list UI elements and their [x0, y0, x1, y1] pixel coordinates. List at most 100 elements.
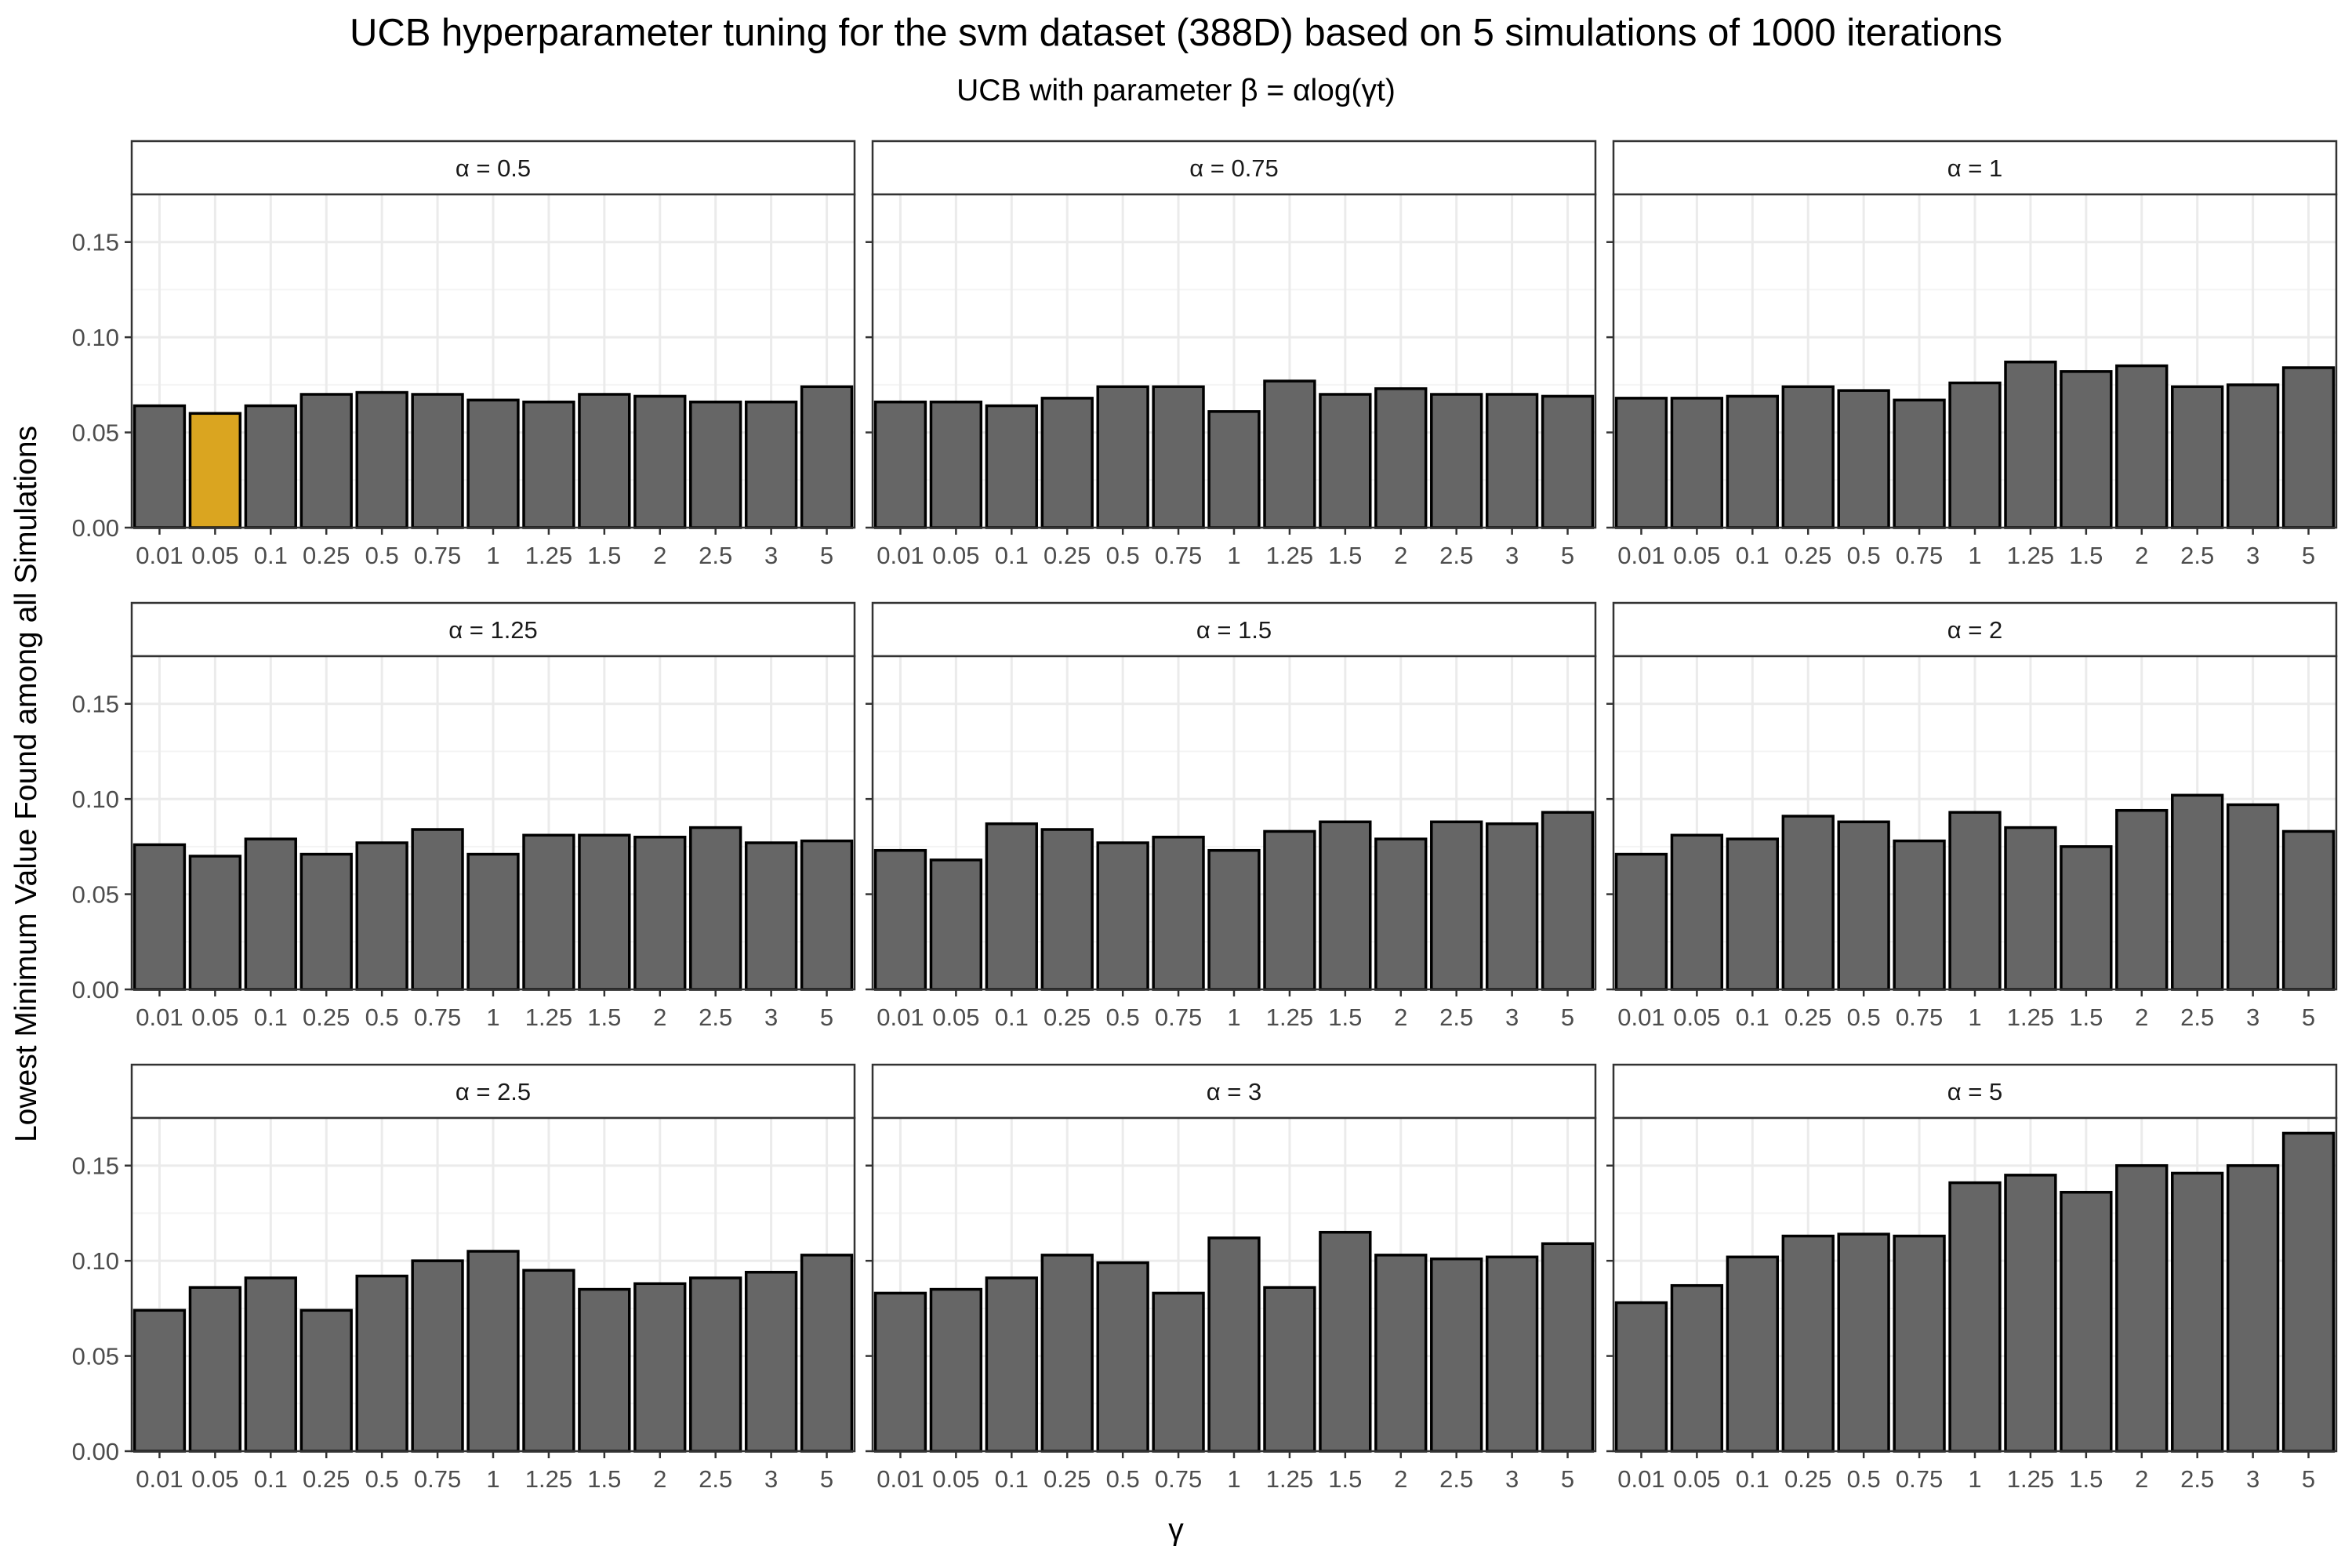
bar: [244, 837, 297, 991]
bar: [132, 404, 187, 529]
x-tick-label: 1.25: [525, 542, 572, 569]
x-tick-label: 0.1: [995, 1465, 1029, 1493]
facet-strip-label: α = 1.5: [1196, 616, 1272, 644]
facet-strip: [1612, 1063, 2338, 1120]
x-tick-label: 5: [2302, 1465, 2315, 1493]
x-tick-label: 1.5: [587, 542, 621, 569]
bar: [1670, 397, 1724, 529]
bar: [299, 852, 353, 991]
x-tick-label: 0.01: [1617, 1004, 1664, 1031]
bar: [1040, 828, 1094, 991]
bar: [1614, 852, 1668, 991]
bar: [985, 404, 1038, 529]
x-tick-label: 2: [1394, 1004, 1407, 1031]
bar: [1319, 1230, 1372, 1453]
x-tick-label: 0.5: [1847, 1004, 1881, 1031]
x-tick-label: 0.01: [877, 542, 924, 569]
bar: [1726, 837, 1779, 991]
bar: [1152, 835, 1205, 991]
y-tick-label: 0.10: [72, 1247, 119, 1275]
x-tick-label: 0.75: [1155, 1004, 1202, 1031]
y-tick-label: 0.00: [72, 514, 119, 542]
bar: [1614, 1301, 1668, 1453]
x-tick-label: 0.25: [1044, 542, 1091, 569]
x-tick-label: 1.25: [2007, 1004, 2054, 1031]
x-tick-label: 1.5: [2069, 1004, 2103, 1031]
bar: [1152, 385, 1205, 529]
x-tick-label: 0.25: [303, 1004, 350, 1031]
bar: [985, 822, 1038, 991]
bar: [2004, 826, 2057, 991]
x-tick-label: 0.75: [414, 1465, 461, 1493]
bar: [466, 852, 520, 991]
bar: [578, 393, 631, 529]
bar: [1207, 1236, 1261, 1453]
facet-strip-label: α = 0.5: [456, 154, 531, 182]
bar: [2115, 808, 2169, 991]
x-tick-label: 0.01: [877, 1004, 924, 1031]
x-tick-label: 1: [486, 1004, 499, 1031]
x-tick-label: 0.01: [877, 1465, 924, 1493]
bar: [1096, 385, 1149, 529]
x-tick-label: 5: [820, 542, 833, 569]
bar: [1319, 393, 1372, 529]
bar: [1948, 381, 2002, 529]
bar: [873, 848, 927, 991]
x-tick-label: 0.75: [1896, 1004, 1943, 1031]
bar: [1430, 393, 1483, 529]
y-tick-label: 0.15: [72, 691, 119, 718]
x-tick-label: 0.75: [1896, 542, 1943, 569]
x-tick-label: 5: [1561, 1004, 1574, 1031]
y-tick-label: 0.15: [72, 229, 119, 256]
x-tick-label: 1: [1968, 542, 1981, 569]
bar: [1670, 833, 1724, 991]
x-tick-label: 2: [2135, 1465, 2148, 1493]
x-tick-label: 1: [486, 1465, 499, 1493]
x-tick-label: 0.01: [136, 1465, 183, 1493]
bar: [132, 843, 187, 991]
x-tick-label: 1.25: [525, 1004, 572, 1031]
bar: [1374, 837, 1428, 991]
bar: [1096, 1261, 1149, 1453]
x-tick-label: 0.1: [254, 542, 288, 569]
x-tick-label: 2.5: [699, 542, 732, 569]
bar: [522, 833, 575, 991]
x-tick-label: 2.5: [2180, 1465, 2214, 1493]
x-tick-label: 0.5: [365, 1004, 399, 1031]
bar: [1040, 397, 1094, 529]
x-tick-label: 5: [2302, 542, 2315, 569]
bar: [1152, 1291, 1205, 1453]
bar: [1263, 1286, 1316, 1453]
bar: [800, 839, 854, 991]
x-tick-label: 0.5: [1847, 1465, 1881, 1493]
facet-strip: [130, 1063, 856, 1120]
x-tick-label: 0.01: [136, 542, 183, 569]
bar: [2115, 1163, 2169, 1453]
x-tick-label: 1.5: [587, 1004, 621, 1031]
chart-subtitle: UCB with parameter β = αlog(γt): [956, 74, 1396, 107]
x-tick-label: 0.75: [414, 542, 461, 569]
bar: [578, 833, 631, 991]
x-tick-label: 2.5: [1439, 1465, 1473, 1493]
x-tick-label: 0.1: [254, 1004, 288, 1031]
bar: [578, 1287, 631, 1453]
x-tick-label: 0.5: [1847, 542, 1881, 569]
bar: [2060, 1190, 2113, 1453]
x-tick-label: 0.25: [1784, 1004, 1831, 1031]
x-tick-label: 2: [653, 542, 666, 569]
x-tick-label: 0.1: [1736, 1004, 1769, 1031]
bar: [299, 393, 353, 529]
x-tick-label: 1.25: [525, 1465, 572, 1493]
bar: [1781, 385, 1835, 529]
x-tick-label: 1.25: [1266, 1465, 1313, 1493]
bar: [466, 1250, 520, 1453]
x-tick-label: 0.01: [1617, 542, 1664, 569]
x-tick-label: 0.5: [1106, 1004, 1140, 1031]
x-tick-label: 2.5: [1439, 542, 1473, 569]
bar: [744, 400, 798, 529]
x-tick-label: 1.5: [1328, 1465, 1362, 1493]
bar: [873, 400, 927, 529]
bar: [355, 390, 408, 529]
x-tick-label: 0.05: [932, 1465, 979, 1493]
